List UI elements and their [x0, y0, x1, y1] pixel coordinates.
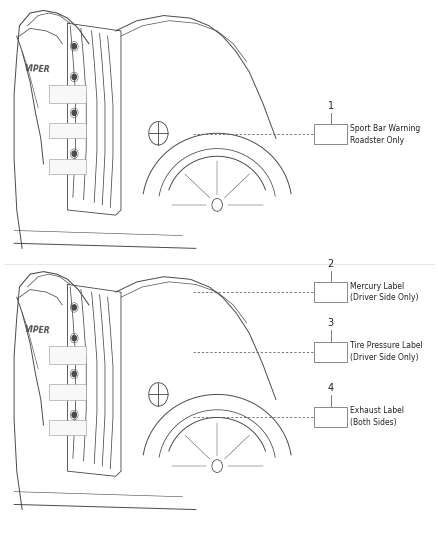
Text: Mercury Label
(Driver Side Only): Mercury Label (Driver Side Only): [350, 281, 419, 303]
Circle shape: [72, 110, 76, 116]
Bar: [314, 282, 347, 302]
Bar: [314, 342, 347, 362]
Text: 4: 4: [328, 383, 334, 393]
Bar: [49, 384, 86, 400]
Circle shape: [72, 151, 76, 156]
Circle shape: [72, 372, 76, 377]
Circle shape: [72, 305, 76, 310]
Text: 2: 2: [328, 259, 334, 269]
Bar: [49, 85, 86, 102]
Text: 1: 1: [328, 101, 334, 111]
Bar: [49, 123, 86, 139]
Text: Tire Pressure Label
(Driver Side Only): Tire Pressure Label (Driver Side Only): [350, 341, 423, 362]
Bar: [49, 159, 86, 174]
Bar: [49, 346, 86, 364]
Circle shape: [72, 44, 76, 49]
Text: VIPER: VIPER: [25, 64, 51, 75]
Text: 3: 3: [328, 318, 334, 328]
Circle shape: [72, 412, 76, 417]
Circle shape: [72, 335, 76, 341]
Text: Exhaust Label
(Both Sides): Exhaust Label (Both Sides): [350, 406, 404, 427]
Text: VIPER: VIPER: [25, 325, 51, 336]
Bar: [314, 407, 347, 427]
Circle shape: [72, 74, 76, 79]
Bar: [314, 124, 347, 144]
Text: Sport Bar Warning
Roadster Only: Sport Bar Warning Roadster Only: [350, 124, 420, 145]
Bar: [49, 420, 86, 435]
